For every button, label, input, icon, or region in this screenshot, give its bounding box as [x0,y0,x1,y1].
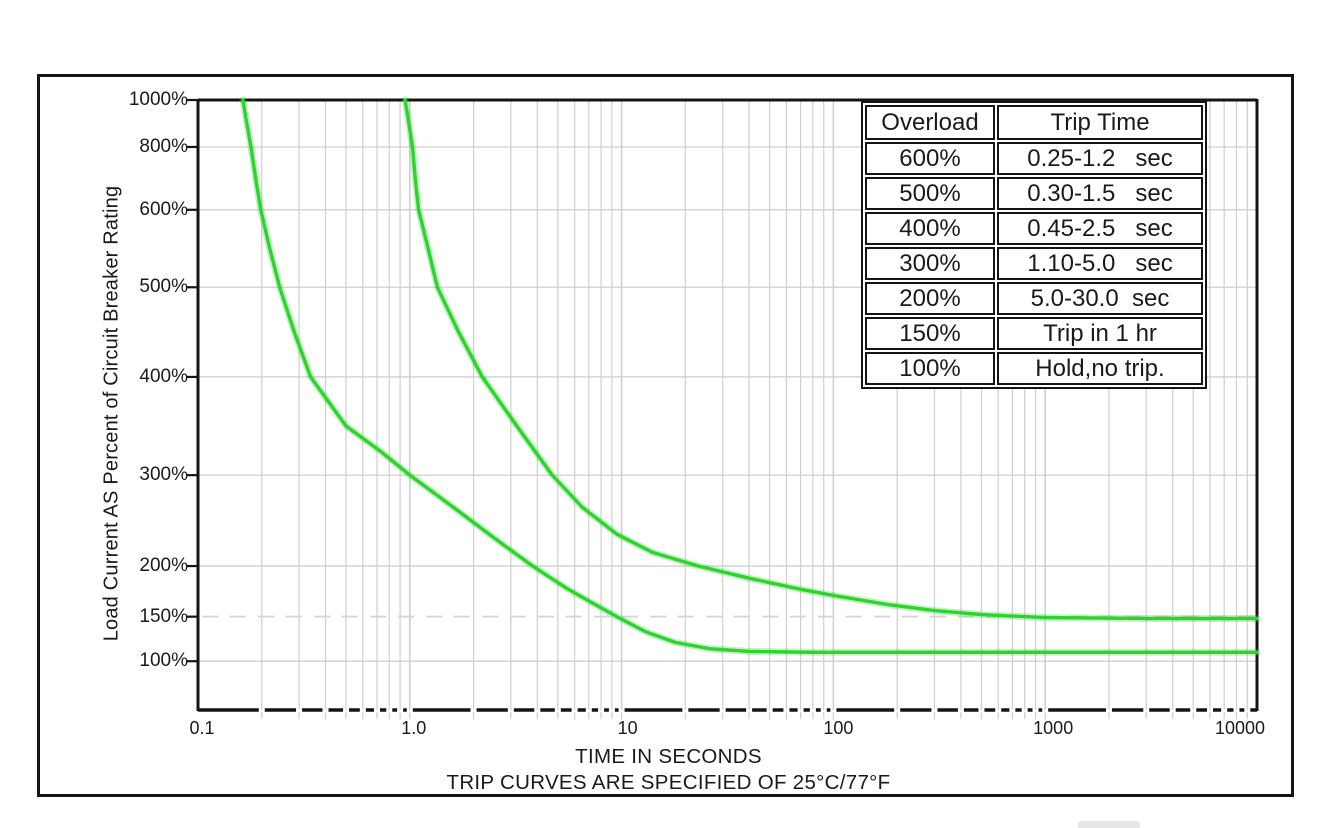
figure-border [37,74,1294,797]
overload-cell: 150% [865,317,995,350]
table-header-trip-time: Trip Time [997,105,1203,140]
trip-time-table: Overload Trip Time 600% 0.25-1.2 sec 500% 0.3… [861,101,1207,389]
table-row: 600% 0.25-1.2 sec [865,142,1203,175]
table-row: 400% 0.45-2.5 sec [865,212,1203,245]
trip-time-cell: 1.10-5.0 sec [997,247,1203,280]
figure-subtitle: TRIP CURVES ARE SPECIFIED OF 25°C/77°F [446,771,891,794]
table-row: 200% 5.0-30.0 sec [865,282,1203,315]
x-axis-title: TIME IN SECONDS [575,745,762,768]
y-tick-label: 100% [139,650,188,672]
y-tick-label: 300% [139,464,188,486]
x-tick-label: 10000 [1214,718,1266,738]
y-tick-label: 1000% [128,89,188,110]
y-tick-label: 800% [139,135,188,157]
table-row: 100% Hold,no trip. [865,352,1203,385]
overload-cell: 200% [865,282,995,315]
y-tick-label: 500% [139,276,188,298]
table-header-overload: Overload [865,105,995,140]
trip-time-cell: 5.0-30.0 sec [997,282,1203,315]
x-tick-label: 1000 [1033,718,1074,738]
trip-time-cell: 0.30-1.5 sec [997,177,1203,210]
watermark-smudge [1078,821,1140,828]
y-tick-label: 400% [139,365,188,387]
overload-cell: 400% [865,212,995,245]
overload-cell: 500% [865,177,995,210]
trip-time-cell: 0.25-1.2 sec [997,142,1203,175]
x-tick-label: 1.0 [401,718,427,738]
overload-cell: 100% [865,352,995,385]
trip-time-cell: Trip in 1 hr [997,317,1203,350]
y-tick-label: 200% [139,555,188,577]
x-tick-label: 100 [823,718,854,738]
y-tick-label: 150% [139,605,188,627]
table-row: 500% 0.30-1.5 sec [865,177,1203,210]
overload-cell: 600% [865,142,995,175]
y-tick-label: 600% [139,198,188,220]
table-row: 300% 1.10-5.0 sec [865,247,1203,280]
table-row: 150% Trip in 1 hr [865,317,1203,350]
x-tick-label: 10 [617,718,638,738]
trip-time-cell: 0.45-2.5 sec [997,212,1203,245]
maximum-trip-curve [403,98,1259,621]
minimum-trip-curve [241,98,1259,654]
table-header-row: Overload Trip Time [865,105,1203,140]
trip-time-cell: Hold,no trip. [997,352,1203,385]
overload-cell: 300% [865,247,995,280]
x-tick-label: 0.1 [189,718,215,738]
